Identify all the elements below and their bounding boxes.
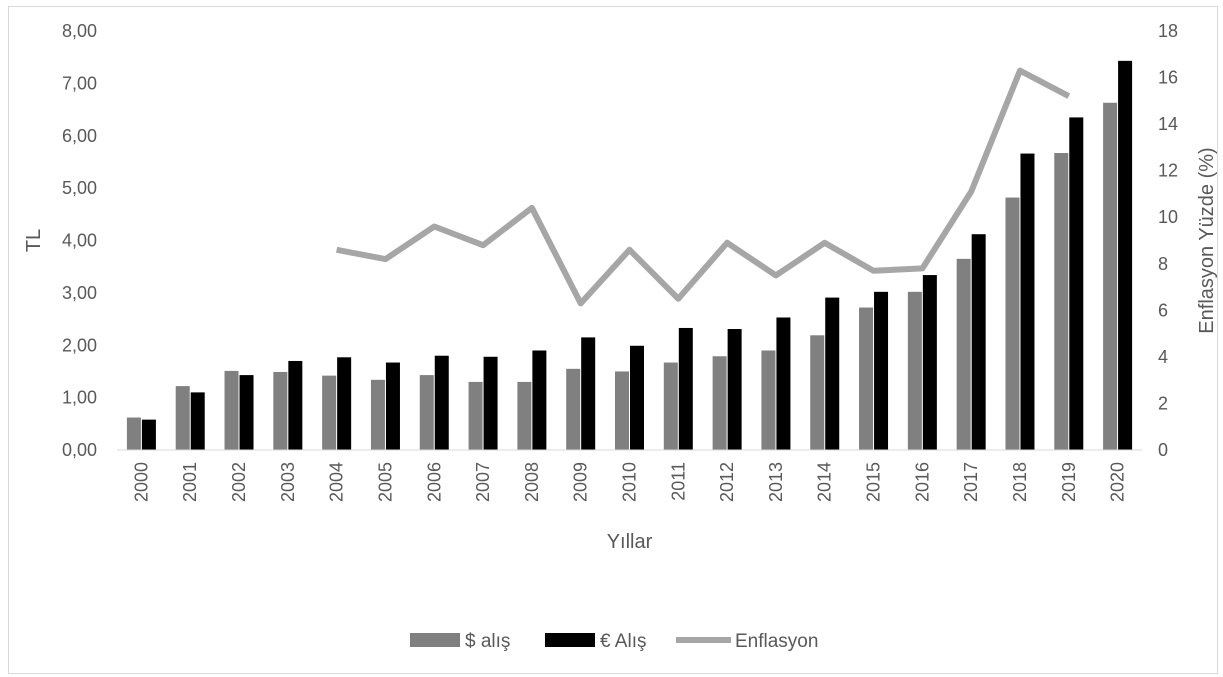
y2-tick-label: 8	[1158, 254, 1168, 274]
inflation-line	[336, 67, 1071, 307]
legend-label: Enflasyon	[735, 631, 818, 652]
usd-bar-2017	[956, 258, 971, 450]
eur-bar-2010	[630, 345, 644, 450]
x-tick-label: 2020	[1108, 462, 1128, 502]
x-tick-label: 2007	[473, 462, 493, 502]
usd-bar-2005	[370, 379, 385, 450]
y2-tick-label: 0	[1158, 440, 1168, 460]
eur-bar-2017	[971, 234, 986, 450]
x-tick-label: 2003	[278, 462, 298, 502]
eur-bar-2007	[483, 356, 498, 450]
legend-swatch	[545, 633, 595, 647]
usd-bar-2020	[1103, 102, 1118, 450]
right-axis-tick-labels: 0 2 4 6 8 10 12 14 16 18	[1158, 21, 1178, 460]
usd-bar-2011	[663, 362, 678, 450]
y2-tick-label: 12	[1158, 161, 1178, 181]
chart-frame	[8, 6, 1218, 674]
legend-label: $ alış	[465, 631, 510, 652]
eur-bar-2011	[678, 327, 693, 450]
usd-bar-2001	[175, 386, 190, 450]
eur-bar-2003	[288, 360, 303, 450]
usd-bar-2013	[761, 350, 776, 450]
eur-bar-2006	[434, 355, 449, 450]
y2-tick-label: 4	[1158, 347, 1168, 367]
x-tick-label: 2002	[229, 462, 249, 502]
eur-bar-2019	[1069, 117, 1084, 450]
inflation-line-layer	[336, 67, 1071, 307]
eur-bar-2002	[239, 375, 254, 450]
legend-label: € Alış	[600, 631, 646, 652]
x-tick-label: 2013	[766, 462, 786, 502]
usd-bar-2016	[907, 291, 922, 450]
usd-bar-2004	[322, 375, 337, 450]
y-tick-label: 3,00	[62, 283, 97, 303]
y2-axis-title: Enflasyon Yüzde (%)	[1196, 147, 1218, 333]
y2-tick-label: 2	[1158, 393, 1168, 413]
eur-bar-2005	[385, 362, 400, 450]
y2-tick-label: 18	[1158, 21, 1178, 41]
x-tick-label: 2000	[131, 462, 151, 502]
left-axis-tick-labels: 0,00 1,00 2,00 3,00 4,00 5,00 6,00 7,00 8,00	[62, 21, 97, 460]
x-tick-label: 2015	[864, 462, 884, 502]
y-tick-label: 7,00	[62, 73, 97, 93]
x-axis-tick-labels: 2000 2001 2002 2003 2004 2005 2006 2007 2008 2009…	[131, 462, 1127, 502]
eur-bar-2000	[141, 419, 156, 450]
usd-bar-2015	[859, 307, 874, 450]
x-axis-title: Yıllar	[607, 531, 653, 553]
x-tick-label: 2005	[376, 462, 396, 502]
usd-bar-2014	[810, 335, 825, 450]
eur-bar-2009	[581, 337, 596, 450]
eur-bar-2015	[874, 291, 889, 450]
x-tick-label: 2017	[961, 462, 981, 502]
eur-bar-2018	[1020, 153, 1035, 450]
x-tick-label: 2012	[717, 462, 737, 502]
x-tick-label: 2016	[912, 462, 932, 502]
y2-tick-label: 6	[1158, 300, 1168, 320]
usd-bar-2000	[126, 417, 141, 450]
legend-swatch	[410, 633, 460, 647]
y2-tick-label: 10	[1158, 207, 1178, 227]
usd-bar-2009	[566, 368, 581, 450]
usd-bar-2018	[1005, 197, 1020, 450]
x-tick-label: 2010	[620, 462, 640, 502]
usd-bar-2012	[712, 356, 727, 450]
bars	[126, 60, 1133, 450]
y-tick-label: 1,00	[62, 388, 97, 408]
y-tick-label: 4,00	[62, 231, 97, 251]
x-tick-label: 2018	[1010, 462, 1030, 502]
eur-bar-2012	[727, 329, 742, 450]
usd-bar-2019	[1054, 153, 1069, 450]
y2-tick-label: 16	[1158, 68, 1178, 88]
eur-bar-2016	[922, 275, 937, 450]
y-tick-label: 8,00	[62, 21, 97, 41]
eur-bar-2001	[190, 392, 205, 450]
x-tick-label: 2008	[522, 462, 542, 502]
legend: $ alış € Alış Enflasyon	[410, 631, 818, 652]
usd-bar-2003	[273, 371, 288, 450]
x-tick-label: 2004	[327, 462, 347, 502]
x-tick-label: 2001	[180, 462, 200, 502]
eur-bar-2020	[1118, 60, 1133, 450]
usd-bar-2008	[517, 381, 532, 450]
x-tick-label: 2006	[424, 462, 444, 502]
usd-bar-2007	[468, 381, 483, 450]
x-tick-label: 2014	[815, 462, 835, 502]
x-tick-label: 2009	[571, 462, 591, 502]
x-tick-label: 2011	[668, 462, 688, 501]
usd-bar-2006	[419, 375, 434, 450]
eur-bar-2014	[825, 297, 840, 450]
y-tick-label: 5,00	[62, 178, 97, 198]
usd-bar-2010	[615, 371, 629, 450]
usd-bar-2002	[224, 370, 239, 450]
x-tick-label: 2019	[1059, 462, 1079, 502]
y2-tick-label: 14	[1158, 114, 1178, 134]
y-axis-title: TL	[23, 229, 45, 252]
y-tick-label: 6,00	[62, 126, 97, 146]
y-tick-label: 2,00	[62, 335, 97, 355]
y-tick-label: 0,00	[62, 440, 97, 460]
eur-bar-2008	[532, 350, 547, 450]
eur-bar-2013	[776, 317, 791, 450]
eur-bar-2004	[337, 357, 352, 450]
